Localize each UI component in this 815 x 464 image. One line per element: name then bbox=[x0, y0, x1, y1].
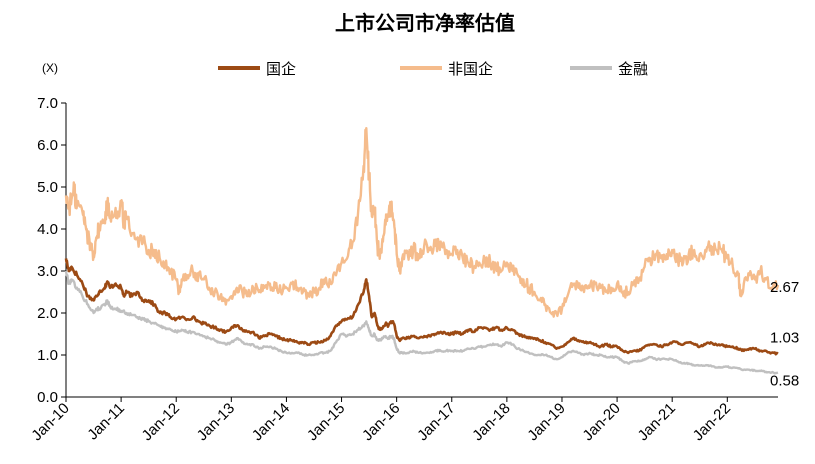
y-tick-label: 2.0 bbox=[37, 305, 58, 322]
x-tick-label: Jan-12 bbox=[139, 400, 183, 444]
legend: 国企 非国企 金融 bbox=[218, 60, 648, 78]
legend-label-1: 非国企 bbox=[448, 60, 493, 78]
x-tick-label: Jan-21 bbox=[635, 400, 679, 444]
legend-label-2: 金融 bbox=[618, 61, 648, 78]
x-axis: Jan-10 Jan-11 Jan-12 Jan-13 Jan-14 Jan-15 Jan-… bbox=[28, 396, 778, 444]
y-tick-label: 3.0 bbox=[37, 263, 58, 280]
series-lines bbox=[64, 126, 780, 375]
y-tick-label: 4.0 bbox=[37, 221, 58, 238]
series-line-2 bbox=[64, 270, 779, 375]
x-tick-label: Jan-10 bbox=[28, 400, 72, 444]
series-line-0 bbox=[64, 258, 779, 356]
y-tick-label: 0.0 bbox=[37, 389, 58, 406]
x-tick-label: Jan-15 bbox=[304, 400, 348, 444]
x-tick-label: Jan-22 bbox=[690, 400, 734, 444]
y-tick-label: 6.0 bbox=[37, 137, 58, 154]
y-tick-label: 5.0 bbox=[37, 179, 58, 196]
end-label-2: 0.58 bbox=[770, 373, 799, 390]
y-tick-label: 1.0 bbox=[37, 347, 58, 364]
end-label-0: 1.03 bbox=[770, 330, 799, 347]
chart-title: 上市公司市净率估值 bbox=[335, 11, 515, 35]
x-tick-label: Jan-11 bbox=[84, 400, 128, 444]
x-tick-label: Jan-20 bbox=[579, 400, 623, 444]
legend-label-0: 国企 bbox=[266, 60, 296, 78]
x-tick-label: Jan-14 bbox=[249, 400, 293, 444]
y-axis: 0.0 1.0 2.0 3.0 4.0 5.0 6.0 7.0 bbox=[37, 95, 67, 406]
x-tick-label: Jan-17 bbox=[414, 400, 458, 444]
end-label-1: 2.67 bbox=[770, 279, 799, 296]
x-tick-label: Jan-18 bbox=[469, 400, 513, 444]
x-tick-label: Jan-13 bbox=[194, 400, 238, 444]
y-tick-label: 7.0 bbox=[37, 95, 58, 112]
x-tick-label: Jan-16 bbox=[359, 400, 403, 444]
end-labels: 1.03 2.67 0.58 bbox=[770, 279, 799, 390]
series-line-1 bbox=[64, 126, 780, 318]
x-tick-label: Jan-19 bbox=[524, 400, 568, 444]
y-axis-unit-label: (X) bbox=[42, 61, 58, 75]
